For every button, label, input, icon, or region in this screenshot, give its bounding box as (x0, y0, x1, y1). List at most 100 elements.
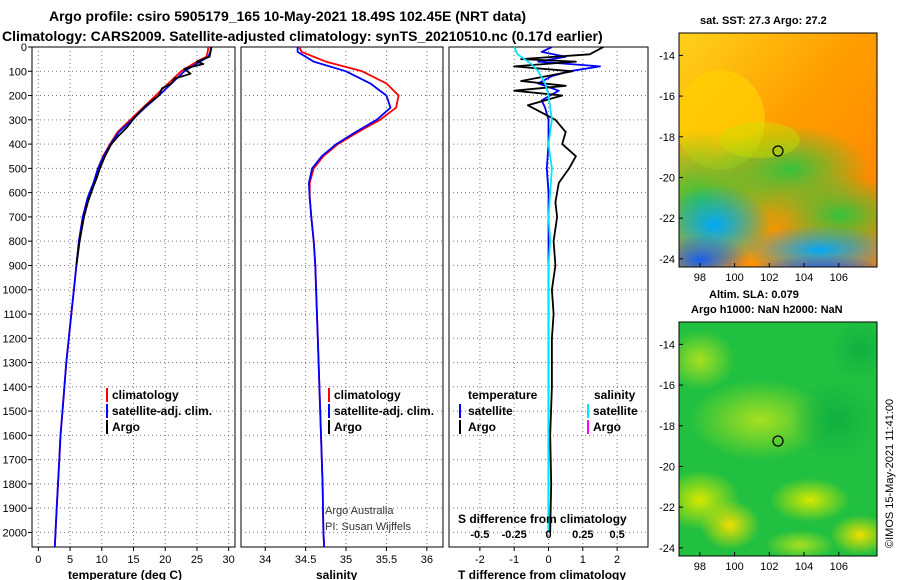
series-line-t-argo (513, 47, 604, 533)
lat-tick-label: -20 (659, 172, 675, 184)
temperature-axis-label: temperature (deg C) (68, 568, 182, 580)
depth-tick-label: 1500 (3, 406, 27, 418)
depth-tick-label: 300 (9, 115, 27, 127)
lat-tick-label: -14 (659, 339, 675, 351)
series-line-s-satellite (513, 47, 553, 533)
depth-tick-label: 1600 (3, 430, 27, 442)
x-tick-label: 25 (191, 554, 203, 566)
depth-tick-label: 1800 (3, 479, 27, 491)
sla-map-title2: Argo h1000: NaN h2000: NaN (691, 304, 843, 316)
depth-tick-label: 900 (9, 260, 27, 272)
lat-tick-label: -14 (659, 50, 675, 62)
depth-tick-label: 2000 (3, 527, 27, 539)
x-tick-label: 20 (159, 554, 171, 566)
x-tick-label: -1 (509, 554, 519, 566)
difference-series (513, 47, 604, 533)
salinity-plot-frame (240, 46, 444, 548)
argo-location-marker (772, 145, 784, 157)
temperature-x-axis: 0 5 10 15 20 25 30 (35, 547, 235, 566)
figure-title-line1: Argo profile: csiro 5905179_165 10-May-2… (49, 8, 526, 24)
depth-tick-label: 600 (9, 188, 27, 200)
legend-t-argo: Argo (468, 420, 496, 434)
lon-tick-label: 100 (725, 272, 743, 284)
legend-climatology: climatology (112, 388, 179, 402)
x-tick-label: 35.5 (376, 554, 397, 566)
tdiff-x-axis: -2 -1 0 1 2 (475, 547, 620, 566)
salinity-axis-label: salinity (316, 568, 358, 580)
lon-tick-label: 102 (760, 561, 778, 573)
legend-argo: Argo (334, 420, 362, 434)
s-tick-label: 0.5 (609, 529, 624, 541)
lon-tick-label: 98 (694, 561, 706, 573)
figure-title-line2: Climatology: CARS2009. Satellite-adjuste… (2, 28, 603, 44)
salinity-series (296, 47, 400, 547)
lat-tick-label: -22 (659, 213, 675, 225)
series-line-argo (75, 47, 213, 266)
depth-tick-label: 1900 (3, 503, 27, 515)
lon-tick-label: 98 (694, 272, 706, 284)
depth-tick-label: 0 (21, 42, 27, 54)
depth-tick-label: 100 (9, 66, 27, 78)
lat-tick-label: -18 (659, 421, 675, 433)
tdiff-axis-label: T difference from climatology (458, 568, 626, 580)
depth-tick-label: 400 (9, 139, 27, 151)
x-tick-label: 0 (545, 554, 551, 566)
salinity-legend: climatology satellite-adj. clim. Argo (328, 388, 434, 434)
sla-map-frame (678, 321, 878, 557)
series-line-satellite-adj-clim- (296, 47, 392, 547)
depth-tick-label: 700 (9, 212, 27, 224)
salinity-grid (241, 47, 443, 547)
depth-tick-label: 1200 (3, 333, 27, 345)
legend-climatology: climatology (334, 388, 401, 402)
legend-satellite: satellite-adj. clim. (334, 404, 434, 418)
s-tick-label: 0 (545, 529, 551, 541)
difference-legend: temperature salinity satellite Argo sate… (459, 388, 638, 434)
legend-argo: Argo (112, 420, 140, 434)
depth-tick-label: 1700 (3, 455, 27, 467)
lon-tick-label: 100 (725, 561, 743, 573)
temperature-series (53, 47, 213, 547)
x-tick-label: 10 (96, 554, 108, 566)
salinity-x-axis: 34 34.5 35 35.5 36 (259, 547, 433, 566)
depth-tick-label: 1300 (3, 358, 27, 370)
legend-temperature-heading: temperature (468, 388, 538, 402)
depth-tick-label: 500 (9, 163, 27, 175)
x-tick-label: 5 (67, 554, 73, 566)
series-line-satellite-adj-clim- (53, 47, 212, 547)
x-tick-label: -2 (475, 554, 485, 566)
legend-s-satellite: satellite (593, 404, 638, 418)
sst-map-title: sat. SST: 27.3 Argo: 27.2 (700, 15, 827, 27)
lon-tick-label: 106 (830, 561, 848, 573)
sdiff-axis-label: S difference from climatology (458, 512, 627, 526)
sla-map-axes: 98 100 102 104 106 -14 -16 -18 -20 -22 -24 (659, 339, 848, 573)
s-tick-label: -0.5 (470, 529, 489, 541)
lon-tick-label: 106 (830, 272, 848, 284)
x-tick-label: 30 (223, 554, 235, 566)
lon-tick-label: 102 (760, 272, 778, 284)
legend-s-argo: Argo (593, 420, 621, 434)
lat-tick-label: -16 (659, 91, 675, 103)
lon-tick-label: 104 (795, 561, 813, 573)
x-tick-label: 34 (259, 554, 271, 566)
x-tick-label: 0 (35, 554, 41, 566)
credit-line2: PI: Susan Wijffels (325, 521, 411, 533)
x-tick-label: 2 (614, 554, 620, 566)
temperature-grid (32, 47, 235, 547)
legend-t-satellite: satellite (468, 404, 513, 418)
sst-map-frame (678, 32, 878, 268)
depth-tick-label: 200 (9, 91, 27, 103)
lon-tick-label: 104 (795, 272, 813, 284)
lat-tick-label: -18 (659, 132, 675, 144)
legend-satellite: satellite-adj. clim. (112, 404, 212, 418)
x-tick-label: 36 (421, 554, 433, 566)
credit-line1: Argo Australia (325, 505, 394, 517)
lat-tick-label: -16 (659, 380, 675, 392)
series-line-climatology (298, 47, 400, 547)
depth-tick-label: 1000 (3, 285, 27, 297)
x-tick-label: 15 (127, 554, 139, 566)
x-tick-label: 1 (580, 554, 586, 566)
s-tick-label: 0.25 (572, 529, 593, 541)
depth-tick-label: 1100 (3, 309, 27, 321)
legend-salinity-heading: salinity (594, 388, 636, 402)
